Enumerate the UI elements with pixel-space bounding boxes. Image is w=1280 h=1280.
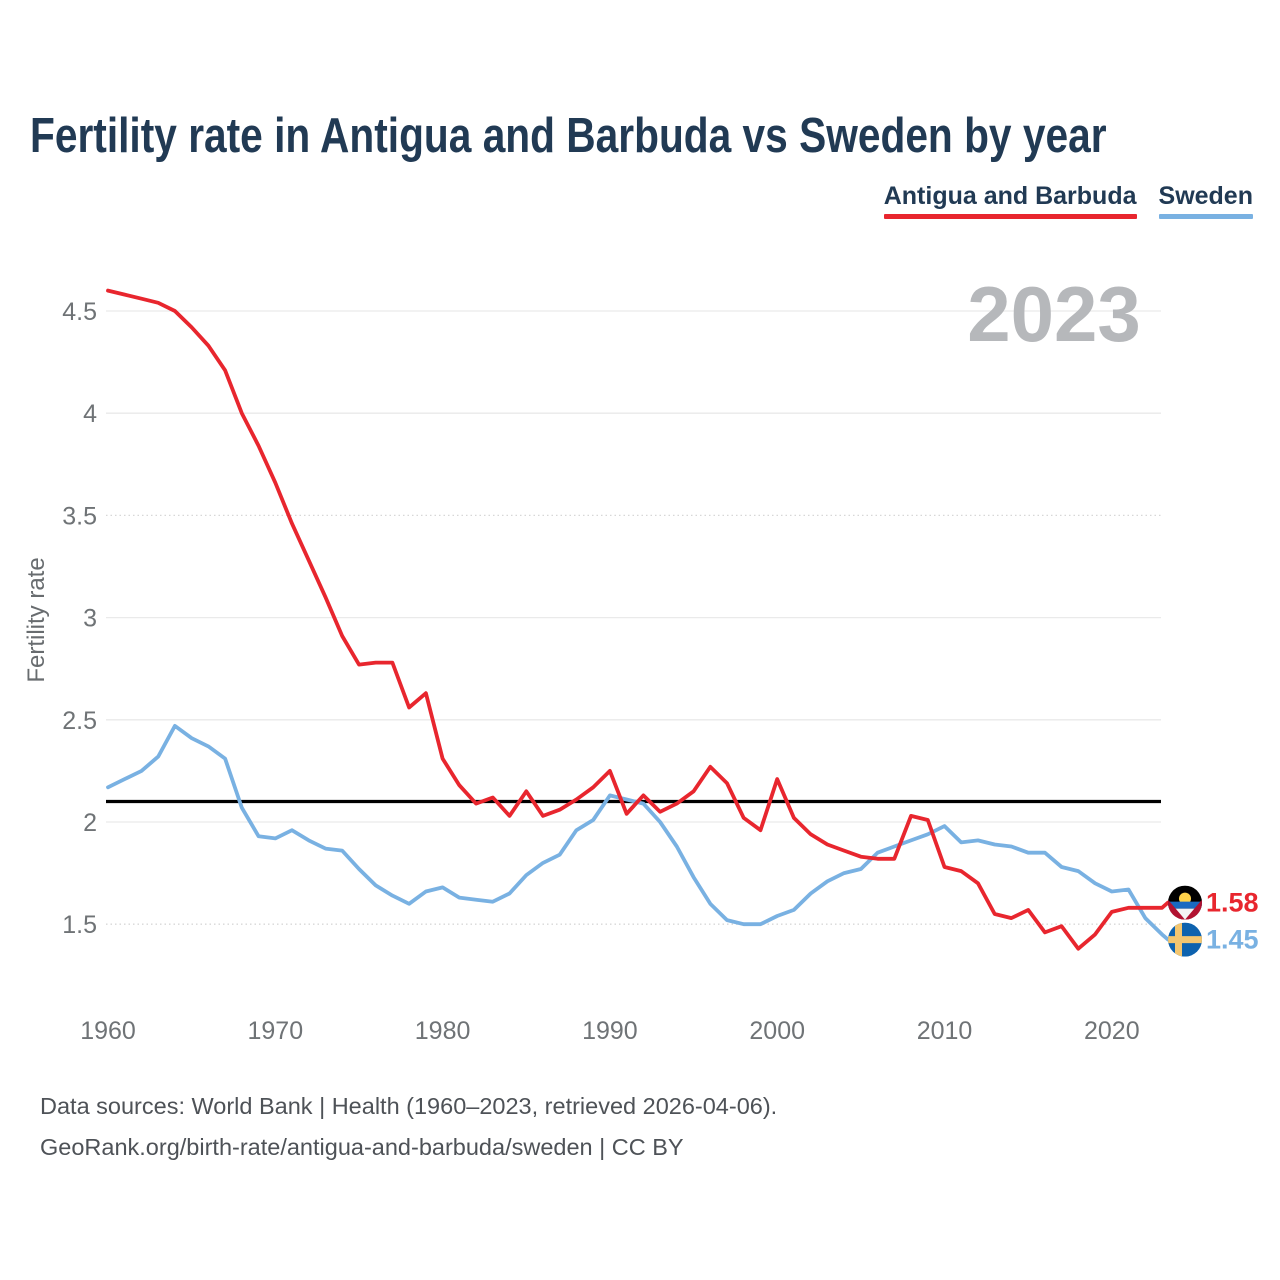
y-axis-tick-labels: 4.5 4 3.5 3 2.5 2 1.5 bbox=[62, 298, 97, 939]
legend-label-sweden: Sweden bbox=[1158, 182, 1253, 210]
antigua-end-value-label: 1.58 bbox=[1206, 888, 1259, 918]
x-axis-tick-labels: 1960 1970 1980 1990 2000 2010 2020 bbox=[80, 1017, 1139, 1045]
sweden-flag-icon bbox=[1168, 922, 1202, 957]
x-tick-label: 2010 bbox=[917, 1017, 973, 1045]
y-tick-label: 4.5 bbox=[62, 298, 97, 326]
footer-data-sources: Data sources: World Bank | Health (1960–… bbox=[40, 1093, 778, 1119]
legend-underline-sweden bbox=[1158, 214, 1253, 219]
y-tick-label: 3 bbox=[83, 605, 97, 633]
footer-attribution: GeoRank.org/birth-rate/antigua-and-barbu… bbox=[40, 1134, 684, 1160]
antigua-line bbox=[106, 288, 1170, 951]
legend-underline-antigua bbox=[883, 214, 1137, 219]
legend-label-antigua-and-barbuda: Antigua and Barbuda bbox=[883, 182, 1137, 210]
x-tick-label: 2020 bbox=[1084, 1017, 1140, 1045]
y-tick-label: 1.5 bbox=[62, 911, 97, 939]
x-tick-label: 2000 bbox=[749, 1017, 805, 1045]
antigua-and-barbuda-flag-icon bbox=[1168, 885, 1202, 920]
watermark-year: 2023 bbox=[967, 270, 1141, 358]
footer: Data sources: World Bank | Health (1960–… bbox=[40, 1086, 777, 1168]
sweden-end-value-label: 1.45 bbox=[1206, 925, 1259, 955]
y-axis-title: Fertility rate bbox=[23, 557, 50, 682]
y-tick-label: 2 bbox=[83, 809, 97, 837]
sweden-line bbox=[106, 724, 1170, 942]
page-title: Fertility rate in Antigua and Barbuda vs… bbox=[30, 109, 1107, 163]
x-tick-label: 1980 bbox=[415, 1017, 471, 1045]
y-tick-label: 3.5 bbox=[62, 502, 97, 530]
gridlines bbox=[106, 310, 1161, 925]
x-tick-label: 1990 bbox=[582, 1017, 638, 1045]
legend-item-antigua-and-barbuda[interactable]: Antigua and Barbuda bbox=[883, 182, 1137, 219]
x-tick-label: 1960 bbox=[80, 1017, 136, 1045]
legend-item-sweden[interactable]: Sweden bbox=[1158, 182, 1253, 219]
legend: Antigua and Barbuda Sweden bbox=[883, 182, 1253, 219]
x-tick-label: 1970 bbox=[247, 1017, 303, 1045]
y-tick-label: 4 bbox=[83, 400, 97, 428]
y-tick-label: 2.5 bbox=[62, 707, 97, 735]
